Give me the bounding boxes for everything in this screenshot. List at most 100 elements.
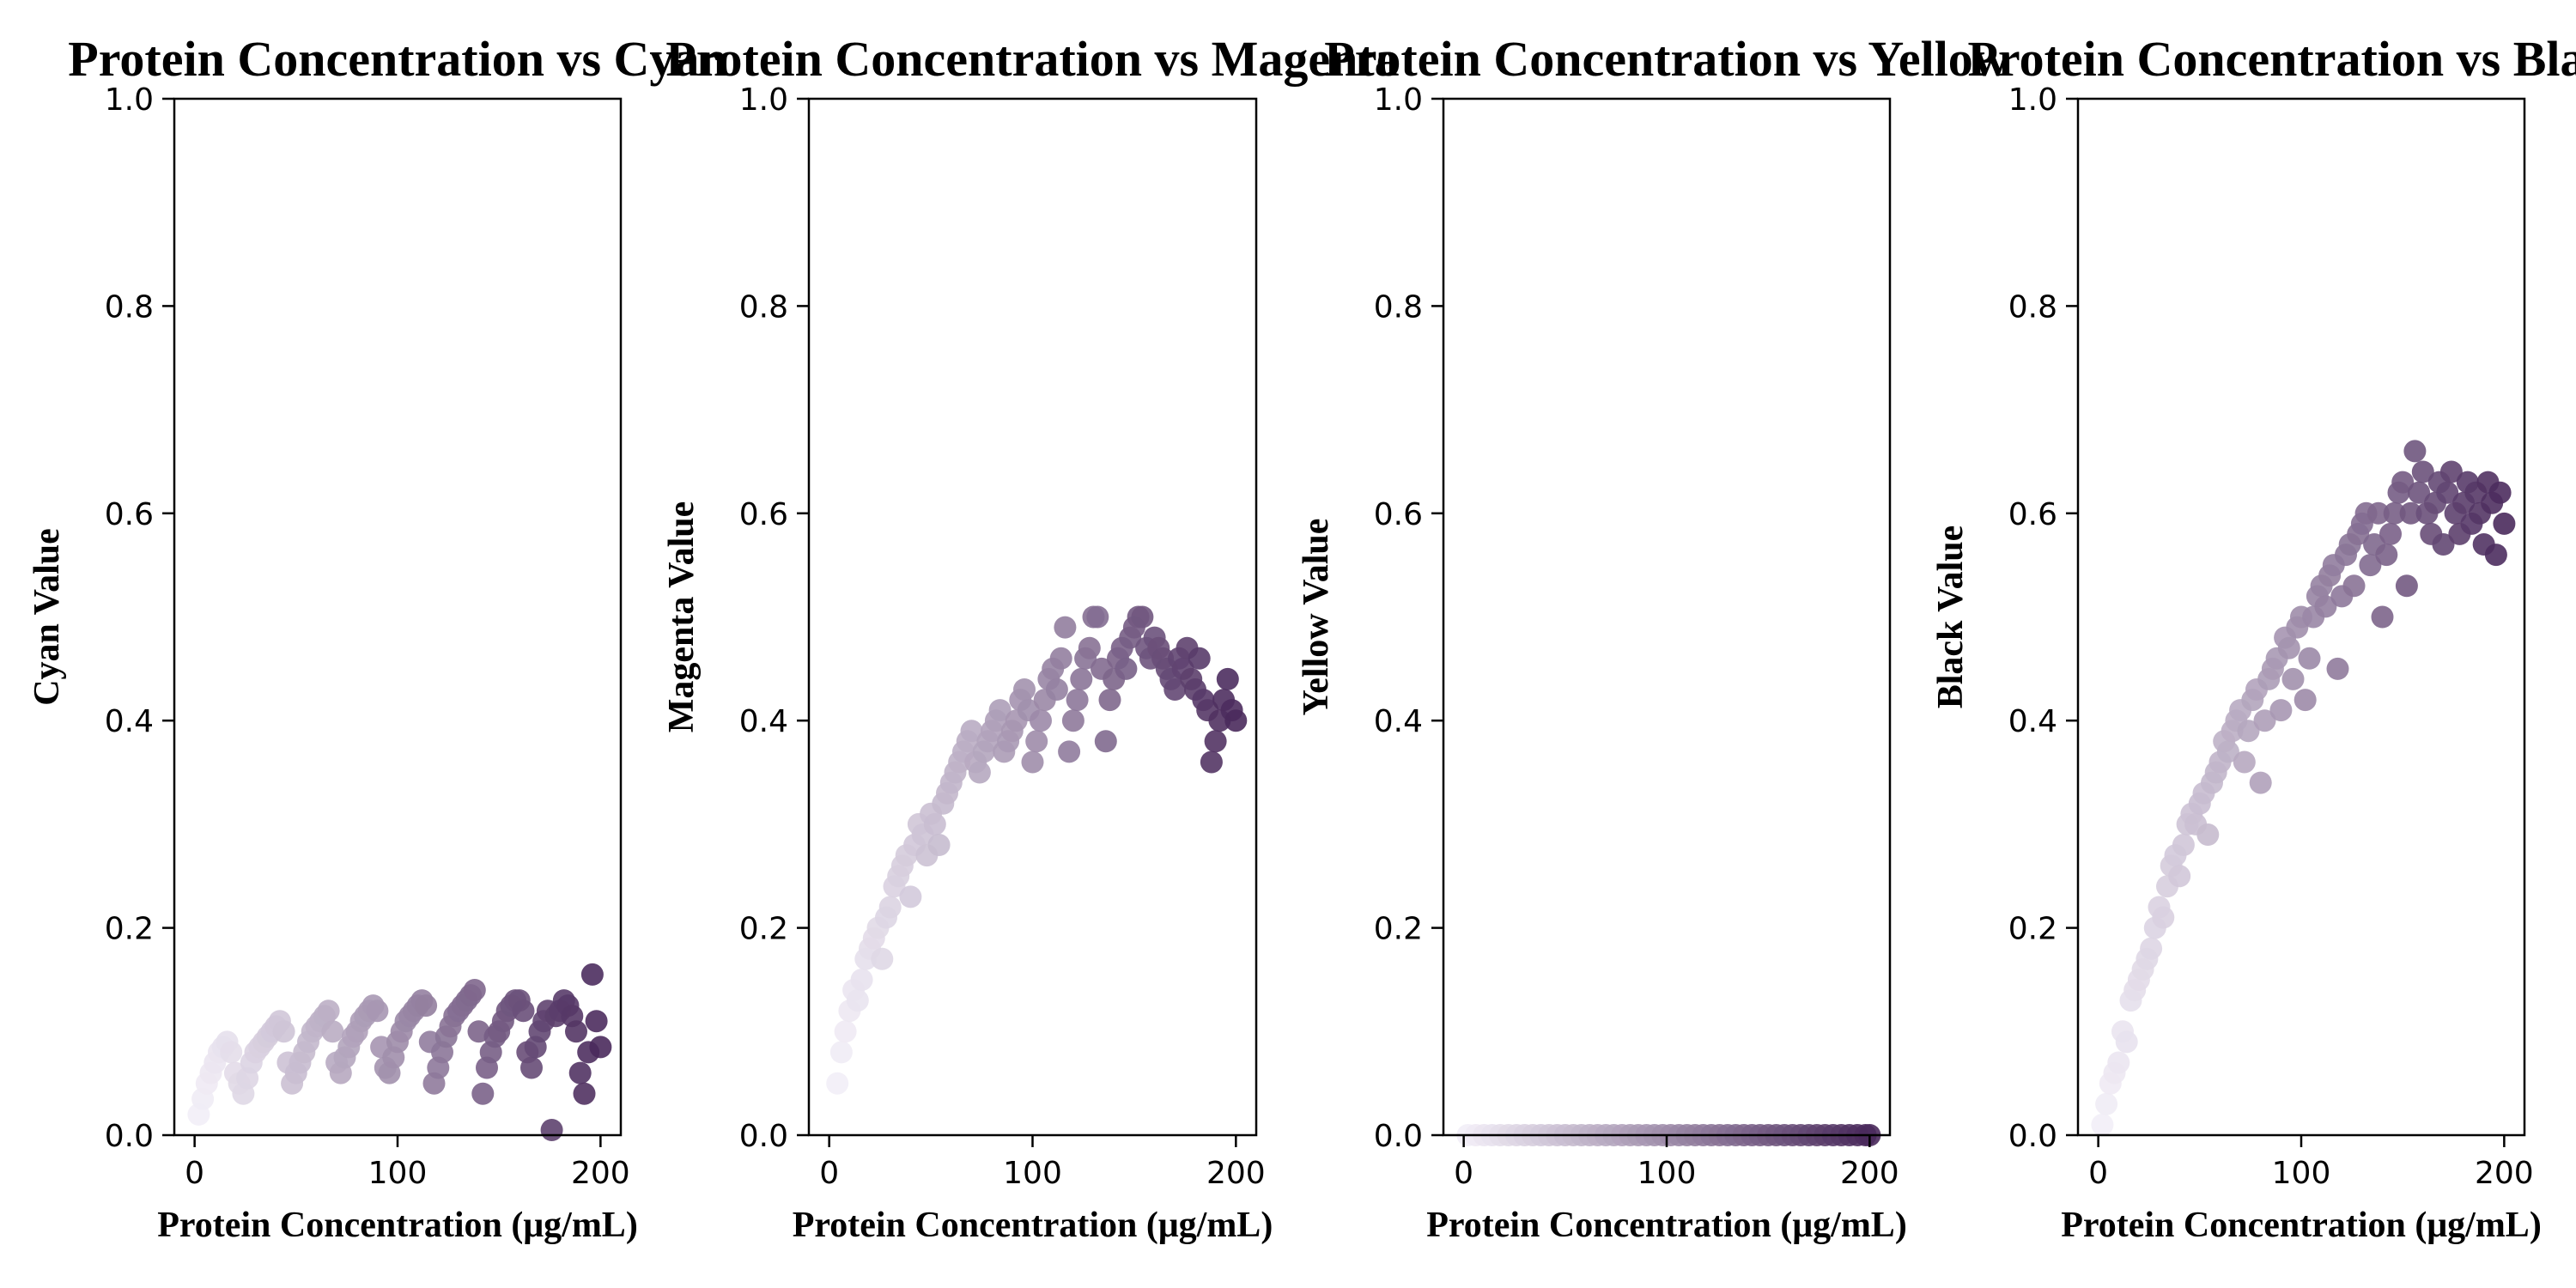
data-point <box>878 896 902 919</box>
chart-title: Protein Concentration vs Magenta <box>665 31 1399 87</box>
data-point <box>2432 533 2455 556</box>
y-tick-label: 0.8 <box>1374 289 1423 325</box>
data-point <box>2269 699 2293 722</box>
chart-title: Protein Concentration vs Black <box>1967 31 2576 87</box>
data-point <box>520 1056 543 1079</box>
data-point <box>2359 554 2382 577</box>
data-point <box>1098 689 1121 712</box>
data-point <box>2298 647 2321 670</box>
data-point <box>2095 1092 2118 1115</box>
data-point <box>272 1020 295 1043</box>
y-tick-label: 1.0 <box>2008 82 2057 118</box>
y-tick-label: 0.4 <box>105 704 154 739</box>
y-tick-label: 0.0 <box>2008 1119 2057 1154</box>
data-point <box>927 834 951 856</box>
x-tick-label: 0 <box>1454 1156 1473 1191</box>
plot-frame <box>173 97 623 1137</box>
data-point <box>2371 605 2394 629</box>
y-tick-label: 0.6 <box>739 497 788 532</box>
data-point <box>923 812 946 835</box>
data-point <box>2140 937 2163 960</box>
data-point <box>2314 595 2337 618</box>
data-point <box>968 761 991 784</box>
chart-panel-3: 0.0 0.2 0.4 0.6 0.8 1.0 0 100 200 Protein Concent… <box>1297 31 2009 1245</box>
chart-panel-2: 0.0 0.2 0.4 0.6 0.8 1.0 0 100 200 Protein Concent… <box>662 31 1400 1245</box>
x-tick-label: 0 <box>185 1156 204 1191</box>
data-point <box>580 963 604 986</box>
data-point <box>1086 605 1109 629</box>
data-point <box>2326 657 2349 680</box>
x-tick-label: 200 <box>1840 1156 1899 1191</box>
data-point <box>2216 740 2239 763</box>
data-point <box>1094 730 1117 753</box>
y-axis-label: Black Value <box>1931 526 1971 709</box>
y-tick-label: 0.8 <box>739 289 788 325</box>
data-point <box>2196 823 2220 846</box>
data-point <box>2391 471 2415 494</box>
data-point <box>2493 512 2516 535</box>
y-tick-label: 0.4 <box>1374 704 1423 739</box>
data-point <box>2253 709 2276 732</box>
chart-panel-1: 0.0 0.2 0.4 0.6 0.8 1.0 0 100 200 Protein Concent… <box>27 31 727 1245</box>
y-tick-label: 0.2 <box>2008 912 2057 947</box>
data-point <box>2107 1051 2130 1074</box>
y-tick-label: 0.6 <box>105 497 154 532</box>
data-point <box>1025 730 1048 753</box>
data-point <box>1061 709 1084 732</box>
y-axis-label: Cyan Value <box>27 528 67 706</box>
y-tick-label: 0.0 <box>105 1119 154 1154</box>
y-tick-label: 0.2 <box>1374 912 1423 947</box>
data-point <box>2293 689 2317 712</box>
data-point <box>1131 605 1154 629</box>
data-point <box>1070 667 1093 690</box>
chart-title: Protein Concentration vs Yellow <box>1324 31 2009 87</box>
data-point <box>2237 720 2260 743</box>
data-point <box>2488 481 2512 504</box>
x-axis-label: Protein Concentration (μg/mL) <box>1426 1206 1907 1245</box>
data-point <box>573 1082 596 1105</box>
data-point <box>2091 1113 2114 1136</box>
data-point <box>2408 481 2431 504</box>
plot-frame <box>807 97 1258 1137</box>
data-point <box>585 1010 608 1033</box>
data-point <box>834 1020 857 1043</box>
data-point <box>2281 667 2305 690</box>
scatter-points <box>2091 440 2516 1136</box>
plot-frame <box>1442 97 1892 1137</box>
data-point <box>1030 709 1052 732</box>
data-point <box>1078 636 1101 659</box>
data-point <box>1216 667 1239 690</box>
x-axis-label: Protein Concentration (μg/mL) <box>793 1206 1273 1245</box>
data-point <box>2366 501 2390 525</box>
y-tick-label: 0.4 <box>739 704 788 739</box>
y-tick-label: 0.4 <box>2008 704 2057 739</box>
data-point <box>2342 574 2366 598</box>
data-point <box>2383 501 2406 525</box>
x-tick-label: 100 <box>368 1156 428 1191</box>
y-axis-label: Yellow Value <box>1297 519 1336 716</box>
data-point <box>1066 689 1089 712</box>
data-point <box>2403 440 2427 463</box>
data-point <box>220 1041 243 1064</box>
data-point <box>2152 906 2175 929</box>
data-point <box>1115 657 1138 680</box>
data-point <box>1058 740 1081 763</box>
data-point <box>2411 460 2434 483</box>
data-point <box>568 1061 592 1084</box>
data-point <box>1224 709 1248 732</box>
data-point <box>2379 522 2402 545</box>
chart-title: Protein Concentration vs Cyan <box>68 31 726 87</box>
data-point <box>589 1036 612 1059</box>
x-tick-label: 100 <box>2272 1156 2331 1191</box>
data-point <box>871 947 894 970</box>
data-point <box>1045 678 1068 701</box>
data-point <box>463 979 486 1001</box>
data-point <box>2484 544 2507 567</box>
y-tick-label: 0.2 <box>105 912 154 947</box>
y-tick-label: 1.0 <box>105 82 154 118</box>
data-point <box>2168 865 2191 888</box>
data-point <box>2277 636 2300 659</box>
data-point <box>826 1072 849 1095</box>
x-tick-label: 0 <box>2088 1156 2108 1191</box>
